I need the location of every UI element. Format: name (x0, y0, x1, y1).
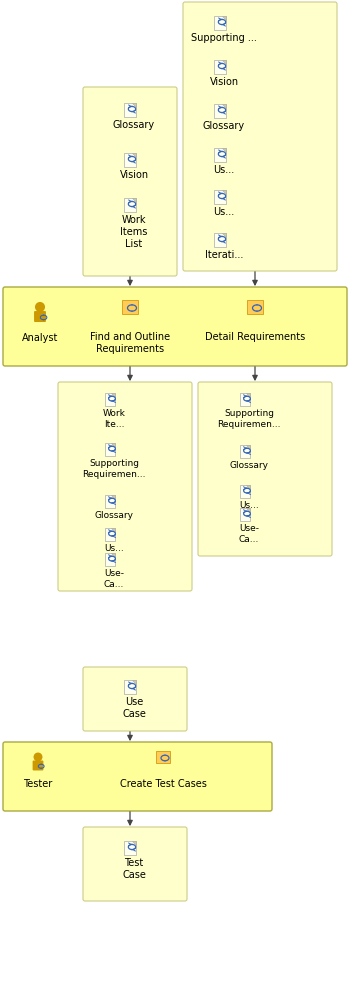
Polygon shape (111, 394, 115, 398)
FancyBboxPatch shape (83, 87, 177, 276)
Bar (240, 508, 250, 522)
Bar (105, 528, 115, 542)
Polygon shape (246, 445, 250, 449)
Text: Glossary: Glossary (113, 120, 155, 130)
FancyBboxPatch shape (122, 301, 138, 314)
Bar (214, 234, 225, 248)
Polygon shape (131, 153, 136, 157)
FancyBboxPatch shape (247, 301, 263, 314)
Text: Supporting ...: Supporting ... (191, 33, 257, 44)
Text: Vision: Vision (209, 78, 239, 87)
FancyBboxPatch shape (183, 3, 337, 271)
Bar (214, 104, 225, 118)
Text: Work
Items
List: Work Items List (120, 215, 148, 248)
Bar (125, 153, 136, 168)
Text: Use-
Ca...: Use- Ca... (239, 524, 259, 543)
Text: Find and Outline
Requirements: Find and Outline Requirements (90, 332, 170, 353)
Bar (125, 841, 136, 855)
FancyBboxPatch shape (33, 760, 43, 770)
Bar (240, 485, 250, 498)
Polygon shape (131, 199, 136, 203)
Bar (214, 191, 225, 205)
Text: Use-
Ca...: Use- Ca... (104, 569, 124, 588)
Bar (105, 443, 115, 456)
Bar (125, 199, 136, 213)
Bar (240, 394, 250, 407)
Polygon shape (222, 191, 225, 195)
Text: Us...: Us... (104, 544, 124, 553)
FancyBboxPatch shape (156, 751, 170, 763)
Circle shape (33, 752, 43, 761)
Bar (214, 61, 225, 75)
Polygon shape (222, 61, 225, 65)
Bar (214, 148, 225, 163)
Text: Vision: Vision (119, 170, 148, 180)
FancyBboxPatch shape (83, 827, 187, 902)
Text: Glossary: Glossary (94, 511, 133, 520)
Text: Work
Ite...: Work Ite... (103, 409, 125, 428)
Text: Us...: Us... (213, 165, 235, 175)
Polygon shape (131, 103, 136, 107)
Bar (105, 553, 115, 567)
Text: Us...: Us... (213, 207, 235, 217)
Polygon shape (246, 394, 250, 398)
Text: Us...: Us... (239, 501, 259, 510)
Polygon shape (246, 485, 250, 489)
Text: Iterati...: Iterati... (205, 250, 243, 260)
Polygon shape (111, 495, 115, 499)
Text: Supporting
Requiremen...: Supporting Requiremen... (82, 459, 146, 478)
Polygon shape (222, 234, 225, 238)
Polygon shape (111, 553, 115, 557)
Text: Analyst: Analyst (22, 333, 58, 343)
Bar (240, 445, 250, 458)
Circle shape (35, 302, 45, 313)
Polygon shape (131, 841, 136, 845)
Text: Glossary: Glossary (229, 461, 268, 470)
Bar (105, 495, 115, 508)
Polygon shape (111, 443, 115, 447)
Text: Detail Requirements: Detail Requirements (205, 332, 305, 342)
FancyBboxPatch shape (3, 743, 272, 811)
Polygon shape (222, 148, 225, 152)
FancyBboxPatch shape (58, 383, 192, 591)
Bar (214, 17, 225, 31)
Polygon shape (246, 508, 250, 512)
Bar (125, 103, 136, 117)
Polygon shape (222, 17, 225, 21)
Polygon shape (222, 104, 225, 108)
Text: Use
Case: Use Case (122, 697, 146, 719)
Polygon shape (131, 680, 136, 684)
FancyBboxPatch shape (34, 312, 46, 323)
Text: Create Test Cases: Create Test Cases (120, 778, 207, 788)
FancyBboxPatch shape (198, 383, 332, 557)
Polygon shape (111, 528, 115, 532)
FancyBboxPatch shape (3, 287, 347, 367)
Bar (125, 680, 136, 694)
FancyBboxPatch shape (83, 667, 187, 732)
Text: Test
Case: Test Case (122, 858, 146, 879)
Bar (105, 394, 115, 407)
Text: Glossary: Glossary (203, 121, 245, 131)
Text: Tester: Tester (23, 778, 53, 788)
Text: Supporting
Requiremen...: Supporting Requiremen... (217, 409, 281, 428)
